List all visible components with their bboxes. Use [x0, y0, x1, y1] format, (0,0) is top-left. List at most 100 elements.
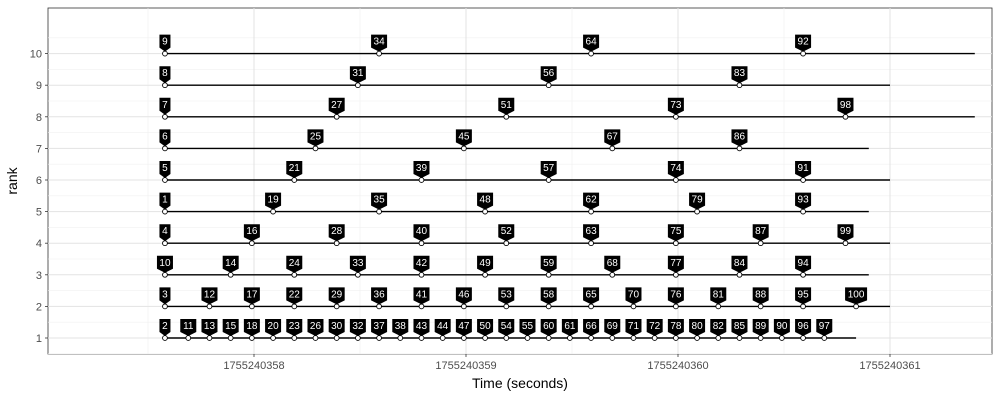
- event-point: [333, 303, 340, 310]
- event-label: 54: [501, 321, 513, 332]
- event-flag: [837, 97, 854, 115]
- event-point: [545, 271, 552, 278]
- event-point: [673, 240, 679, 247]
- event-point: [842, 113, 849, 120]
- event-label: 4: [162, 226, 168, 237]
- event-point: [418, 240, 425, 247]
- event-marker: 44: [434, 319, 451, 341]
- y-tick-label: 7: [36, 143, 42, 155]
- event-point: [162, 177, 168, 183]
- event-flag: [498, 97, 515, 115]
- event-flag: [349, 319, 366, 336]
- event-point: [376, 50, 382, 57]
- event-point: [609, 271, 616, 278]
- event-label: 89: [755, 321, 767, 332]
- event-marker: 51: [498, 97, 515, 120]
- event-flag: [328, 287, 345, 305]
- event-point: [418, 303, 425, 310]
- event-label: 77: [670, 258, 682, 269]
- event-flag: [845, 287, 868, 305]
- event-point: [800, 271, 806, 278]
- event-label: 27: [331, 100, 343, 111]
- x-axis-title: Time (seconds): [472, 375, 568, 391]
- event-label: 3: [162, 289, 168, 300]
- event-flag: [752, 287, 769, 305]
- event-flag: [710, 287, 727, 305]
- event-label: 63: [586, 226, 598, 237]
- event-label: 30: [331, 321, 343, 332]
- event-point: [545, 177, 552, 183]
- event-label: 94: [798, 258, 810, 269]
- event-flag: [731, 66, 748, 84]
- event-marker: 12: [201, 287, 218, 310]
- event-label: 90: [776, 321, 788, 332]
- event-flag: [795, 161, 812, 178]
- event-marker: 67: [604, 129, 621, 152]
- event-label: 76: [670, 289, 682, 300]
- event-marker: 23: [286, 319, 303, 341]
- event-marker: 4: [159, 224, 171, 247]
- event-point: [800, 50, 806, 57]
- event-flag: [604, 255, 621, 273]
- event-marker: 96: [795, 319, 812, 341]
- event-label: 2: [162, 321, 168, 332]
- event-point: [567, 335, 573, 341]
- event-label: 31: [352, 68, 364, 79]
- event-marker: 79: [689, 192, 706, 215]
- event-flag: [328, 319, 345, 336]
- event-point: [376, 335, 382, 341]
- event-flag: [434, 319, 451, 336]
- y-tick-label: 3: [36, 270, 42, 282]
- event-marker: 63: [583, 224, 600, 247]
- event-flag: [646, 319, 663, 336]
- event-marker: 30: [328, 319, 345, 341]
- event-point: [418, 335, 425, 341]
- y-tick-label: 6: [36, 175, 42, 187]
- event-label: 84: [734, 258, 746, 269]
- event-marker: 22: [286, 287, 303, 310]
- event-label: 10: [159, 258, 171, 269]
- event-marker: 71: [625, 319, 642, 341]
- event-label: 100: [848, 289, 865, 300]
- event-marker: 3: [159, 287, 171, 310]
- event-label: 8: [162, 68, 168, 79]
- event-flag: [265, 319, 282, 336]
- event-marker: 89: [752, 319, 769, 341]
- event-marker: 1: [159, 192, 171, 215]
- event-point: [162, 82, 168, 89]
- event-marker: 31: [349, 66, 366, 89]
- event-point: [503, 240, 510, 247]
- event-marker: 49: [477, 255, 494, 278]
- event-point: [757, 335, 764, 341]
- event-label: 91: [798, 163, 810, 174]
- event-marker: 53: [498, 287, 515, 310]
- event-point: [503, 113, 510, 120]
- event-label: 36: [374, 289, 386, 300]
- event-flag: [455, 129, 472, 147]
- event-flag: [667, 97, 684, 115]
- event-marker: 27: [328, 97, 345, 120]
- event-point: [461, 303, 467, 310]
- event-marker: 82: [710, 319, 727, 341]
- event-flag: [795, 287, 812, 305]
- event-point: [291, 177, 298, 183]
- event-label: 47: [458, 321, 470, 332]
- event-point: [853, 303, 859, 310]
- event-point: [270, 208, 276, 215]
- event-flag: [477, 319, 494, 336]
- event-point: [588, 335, 594, 341]
- event-flag: [371, 287, 388, 305]
- event-label: 6: [162, 131, 168, 142]
- rank-row: 10 14 24 33 42 49 59 68 77 84 94: [156, 255, 869, 278]
- event-label: 88: [755, 289, 767, 300]
- event-point: [609, 335, 616, 341]
- event-flag: [159, 287, 171, 305]
- event-label: 55: [522, 321, 534, 332]
- event-flag: [307, 319, 324, 336]
- event-point: [206, 303, 213, 310]
- event-marker: 34: [371, 34, 388, 57]
- event-point: [291, 271, 298, 278]
- event-label: 16: [246, 226, 258, 237]
- event-label: 68: [607, 258, 619, 269]
- event-label: 26: [310, 321, 322, 332]
